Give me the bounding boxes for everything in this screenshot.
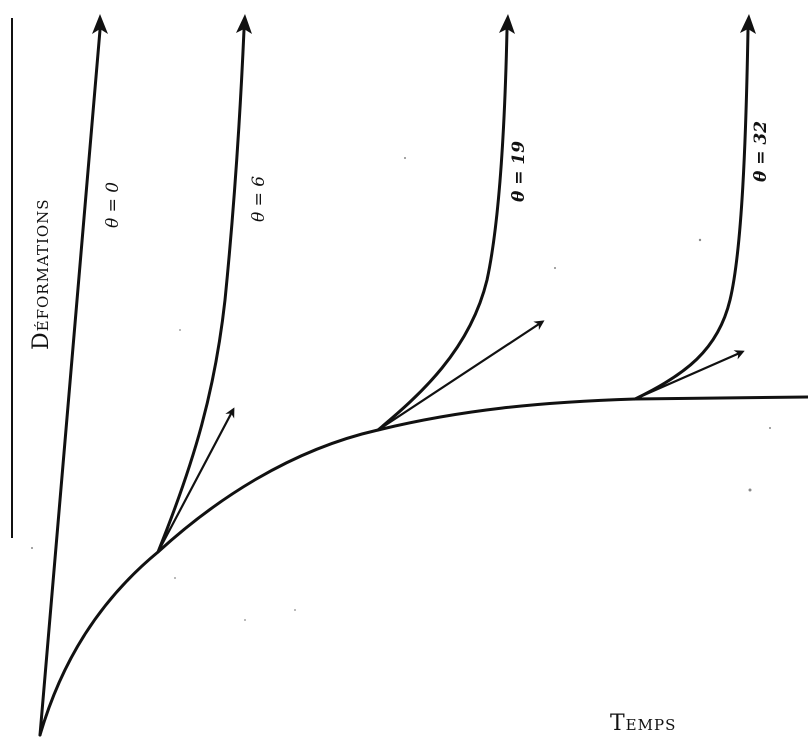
print-speck bbox=[179, 329, 181, 331]
curve-theta-6 bbox=[156, 28, 246, 554]
print-speck bbox=[554, 267, 556, 269]
arrowhead-theta-32 bbox=[740, 14, 756, 34]
curve-theta-32 bbox=[633, 28, 750, 401]
print-speck bbox=[294, 609, 296, 611]
theta-label-6: θ = 6 bbox=[249, 176, 269, 222]
base-curve bbox=[38, 395, 808, 737]
curve-theta-19 bbox=[376, 28, 509, 432]
theta-label-32: θ = 32 bbox=[751, 121, 771, 182]
curve-theta-0 bbox=[38, 28, 102, 737]
tangent-arrow-theta-32 bbox=[633, 350, 745, 401]
arrowhead-theta-0 bbox=[92, 14, 108, 34]
print-speck bbox=[174, 577, 176, 579]
tangent-arrow-theta-6 bbox=[156, 407, 235, 554]
tangent-arrow-theta-19 bbox=[376, 320, 545, 432]
print-speck bbox=[769, 427, 771, 429]
print-speck bbox=[698, 238, 702, 242]
print-speck bbox=[244, 619, 246, 621]
arrowhead-theta-6 bbox=[236, 14, 252, 34]
print-speck bbox=[748, 488, 752, 492]
arrowhead-theta-19 bbox=[499, 14, 515, 34]
print-speck bbox=[404, 157, 406, 159]
y-axis-label: Déformations bbox=[29, 198, 54, 350]
print-speck bbox=[31, 547, 33, 549]
theta-label-19: θ = 19 bbox=[509, 141, 529, 202]
theta-label-0: θ = 0 bbox=[103, 182, 123, 228]
x-axis-label: Temps bbox=[610, 711, 676, 736]
